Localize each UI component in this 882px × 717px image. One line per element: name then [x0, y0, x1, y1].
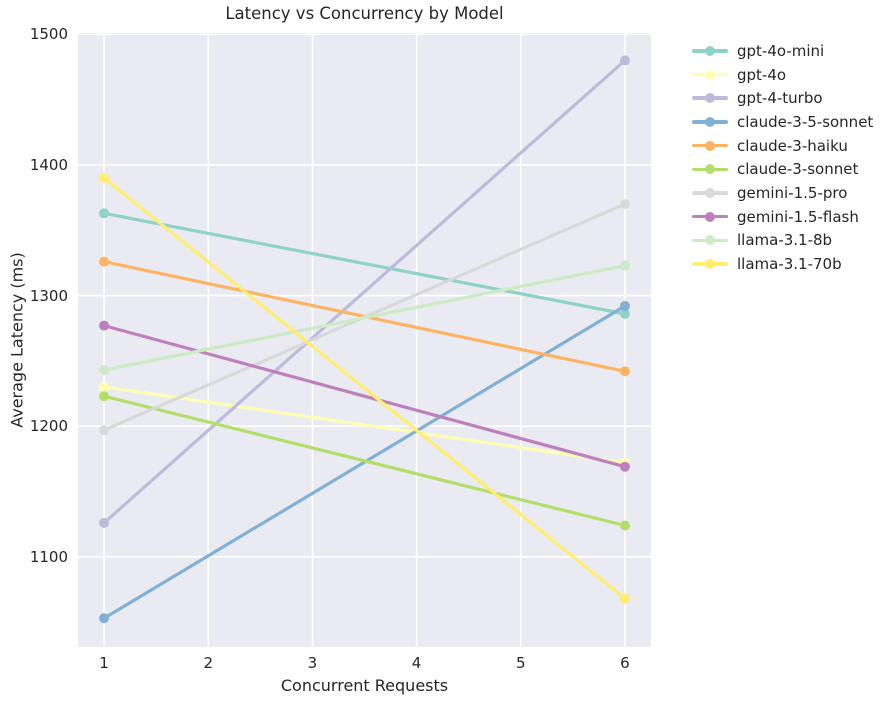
legend-marker-icon [705, 93, 715, 104]
x-tick-2: 2 [203, 654, 213, 672]
legend-item-llama-3.1-8b: llama-3.1-8b [692, 229, 873, 253]
line-claude-3-sonnet [102, 394, 627, 528]
line-gpt-4o-mini [102, 211, 627, 316]
legend-label: claude-3-sonnet [737, 160, 859, 179]
line-llama-3.1-8b [102, 263, 627, 372]
point-gpt-4o-mini-x1 [99, 208, 110, 219]
point-llama-3.1-70b-x6 [619, 593, 630, 604]
point-claude-3-haiku-x6 [619, 366, 630, 377]
legend-item-claude-3-5-sonnet: claude-3-5-sonnet [692, 110, 873, 134]
legend-label: claude-3-haiku [737, 136, 848, 155]
legend-line-icon [692, 45, 728, 56]
legend-item-gpt-4o-mini: gpt-4o-mini [692, 39, 873, 63]
legend-line-icon [692, 211, 728, 222]
y-axis-label: Average Latency (ms) [7, 252, 27, 428]
legend-marker-icon [705, 69, 715, 80]
point-gemini-1.5-flash-x1 [99, 320, 110, 331]
x-tick-4: 4 [411, 654, 422, 672]
y-tick-1500: 1500 [29, 25, 68, 44]
legend-label: gpt-4o-mini [737, 41, 825, 60]
legend-line-icon [692, 69, 728, 80]
legend-item-gpt-4-turbo: gpt-4-turbo [692, 86, 873, 110]
legend-marker-icon [705, 116, 715, 127]
legend-marker-icon [705, 235, 715, 246]
legend-line-icon [692, 164, 728, 175]
legend-line-icon [692, 259, 728, 270]
legend: gpt-4o-mini gpt-4o gpt-4-turbo claude-3-5-s… [692, 39, 873, 276]
legend-marker-icon [705, 45, 715, 56]
point-gemini-1.5-pro-x6 [619, 199, 630, 210]
legend-label: gpt-4-turbo [737, 89, 823, 108]
chart-title: Latency vs Concurrency by Model [225, 4, 504, 23]
point-gpt-4o-x1 [99, 382, 110, 393]
legend-marker-icon [705, 211, 715, 222]
legend-label: gemini-1.5-flash [737, 207, 859, 226]
point-gemini-1.5-flash-x6 [619, 461, 630, 472]
y-tick-1200: 1200 [29, 417, 68, 436]
point-llama-3.1-8b-x1 [99, 365, 110, 376]
legend-item-claude-3-haiku: claude-3-haiku [692, 134, 873, 158]
x-tick-6: 6 [620, 654, 630, 672]
legend-label: llama-3.1-8b [737, 231, 833, 250]
line-gemini-1.5-flash [102, 324, 627, 469]
point-llama-3.1-8b-x6 [619, 260, 630, 271]
legend-marker-icon [705, 187, 715, 198]
point-claude-3-haiku-x1 [99, 256, 110, 267]
legend-line-icon [692, 140, 728, 151]
point-claude-3-sonnet-x1 [99, 391, 110, 402]
point-llama-3.1-70b-x1 [99, 173, 110, 184]
x-axis-label: Concurrent Requests [280, 676, 449, 695]
legend-item-gemini-1.5-pro: gemini-1.5-pro [692, 181, 873, 205]
legend-label: llama-3.1-70b [737, 255, 842, 274]
point-claude-3-5-sonnet-x6 [619, 301, 630, 312]
legend-label: claude-3-5-sonnet [737, 112, 874, 131]
legend-label: gpt-4o [737, 65, 787, 84]
line-gpt-4-turbo [102, 58, 627, 525]
point-gpt-4-turbo-x6 [619, 55, 630, 66]
point-claude-3-sonnet-x6 [619, 520, 630, 531]
x-tick-3: 3 [307, 654, 318, 672]
legend-marker-icon [705, 164, 715, 175]
legend-marker-icon [705, 140, 715, 151]
legend-line-icon [692, 235, 728, 246]
x-tick-1: 1 [99, 654, 109, 672]
point-gpt-4-turbo-x1 [99, 517, 110, 528]
line-llama-3.1-70b [102, 176, 627, 601]
point-claude-3-5-sonnet-x1 [99, 613, 110, 624]
plot-background [78, 33, 651, 647]
legend-item-gemini-1.5-flash: gemini-1.5-flash [692, 205, 873, 229]
line-gpt-4o [102, 385, 627, 465]
x-tick-5: 5 [515, 654, 526, 672]
legend-label: gemini-1.5-pro [737, 183, 848, 202]
y-tick-1100: 1100 [29, 547, 68, 566]
legend-marker-icon [705, 259, 715, 270]
legend-item-gpt-4o: gpt-4o [692, 63, 873, 87]
legend-line-icon [692, 116, 728, 127]
legend-item-claude-3-sonnet: claude-3-sonnet [692, 157, 873, 181]
y-tick-1400: 1400 [29, 155, 68, 174]
legend-item-llama-3.1-70b: llama-3.1-70b [692, 252, 873, 276]
legend-line-icon [692, 93, 728, 104]
point-gpt-4o-mini-x6 [619, 308, 630, 319]
y-tick-1300: 1300 [29, 286, 68, 305]
point-gemini-1.5-pro-x1 [99, 425, 110, 436]
legend-line-icon [692, 187, 728, 198]
